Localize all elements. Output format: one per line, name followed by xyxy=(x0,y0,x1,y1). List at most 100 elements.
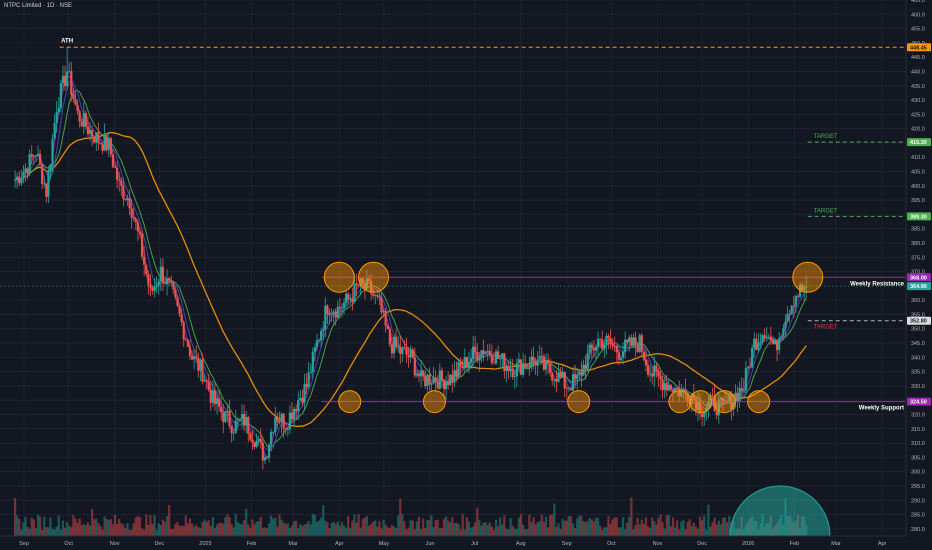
volume-bar xyxy=(155,529,158,536)
candle-body xyxy=(317,340,321,342)
candle-body xyxy=(594,346,598,351)
candle-body xyxy=(796,296,800,297)
volume-bar xyxy=(349,528,352,536)
candle-body xyxy=(619,357,623,360)
volume-bar xyxy=(590,519,593,536)
volume-bar xyxy=(195,524,198,536)
resistance-touch-circle xyxy=(357,261,389,293)
volume-bar xyxy=(563,520,566,536)
candle-body xyxy=(322,329,325,331)
candle-body xyxy=(276,417,279,422)
volume-bar xyxy=(18,518,21,536)
candle-body xyxy=(261,442,264,461)
volume-bar xyxy=(528,514,531,536)
volume-bar xyxy=(386,527,389,536)
volume-bar xyxy=(651,517,654,536)
volume-bar xyxy=(170,528,173,536)
volume-bar xyxy=(36,514,40,536)
volume-bar xyxy=(417,517,421,536)
time-tick-label: Mar xyxy=(288,541,298,547)
price-tick-label: 315.0 xyxy=(911,427,925,433)
volume-bar xyxy=(390,524,394,536)
volume-bar xyxy=(326,522,329,536)
candle-body xyxy=(694,398,698,411)
volume-bar xyxy=(38,516,42,536)
volume-bar xyxy=(436,519,439,536)
candle-body xyxy=(680,389,683,397)
volume-bar xyxy=(605,527,608,536)
price-tick-label: 435.0 xyxy=(911,84,925,90)
candle-body xyxy=(628,337,631,342)
candle-body xyxy=(461,366,464,369)
candle-body xyxy=(569,388,573,391)
volume-bar xyxy=(145,514,148,536)
volume-bar xyxy=(505,528,508,536)
candle-body xyxy=(109,138,112,155)
candle-body xyxy=(213,390,217,404)
volume-bar xyxy=(576,518,579,536)
support-touch-circle xyxy=(747,390,771,414)
price-tick-label: 455.0 xyxy=(911,27,925,33)
candle-body xyxy=(41,164,44,184)
volume-bar xyxy=(519,514,523,536)
candle-body xyxy=(803,287,806,291)
volume-bar xyxy=(409,520,412,536)
time-tick-label: Dec xyxy=(154,541,164,547)
symbol-title: NTPC Limited · 1D · NSE xyxy=(4,3,73,9)
price-axis[interactable]: 280.0 285.0 290.0 295.0 300.0 305.0 310.0 315.0… xyxy=(905,0,932,550)
volume-bar xyxy=(199,528,202,536)
candle-body xyxy=(222,412,225,423)
candle-body xyxy=(763,335,766,338)
candle-body xyxy=(251,439,254,443)
volume-bar xyxy=(63,527,67,536)
time-tick-label: Apr xyxy=(878,541,887,547)
volume-bar xyxy=(359,527,362,536)
candle-body xyxy=(780,336,783,338)
volume-bar xyxy=(101,529,104,536)
candle-body xyxy=(153,286,156,291)
volume-bar xyxy=(711,522,714,536)
candle-body xyxy=(565,388,568,389)
volume-bar xyxy=(494,519,498,536)
volume-bar xyxy=(315,521,319,536)
volume-bar xyxy=(661,522,664,536)
moving-average-line xyxy=(14,131,807,428)
volume-bar xyxy=(717,520,720,536)
volume-bar xyxy=(80,525,83,536)
time-tick-label: Sep xyxy=(19,541,29,547)
volume-bar xyxy=(59,529,62,536)
candle-body xyxy=(669,385,673,390)
time-axis-background xyxy=(0,536,932,550)
candle-body xyxy=(501,353,504,359)
volume-bar xyxy=(507,529,510,536)
price-tick-label: 300.0 xyxy=(911,470,925,476)
volume-bar xyxy=(488,522,491,536)
candle-body xyxy=(678,387,681,397)
price-tick-label: 355.0 xyxy=(911,312,925,318)
volume-bar xyxy=(511,525,514,536)
support-touch-circle xyxy=(338,390,362,414)
candle-body xyxy=(676,387,679,389)
candle-body xyxy=(161,266,165,283)
volume-bar xyxy=(671,517,675,536)
volume-bar xyxy=(532,517,535,536)
candle-body xyxy=(211,390,214,403)
candle-body xyxy=(467,362,471,368)
candle-body xyxy=(315,340,319,348)
candle-body xyxy=(95,132,98,143)
volume-bar xyxy=(609,524,612,536)
candle-body xyxy=(765,337,768,339)
candle-body xyxy=(728,393,731,403)
candle-body xyxy=(667,385,670,391)
volume-bar xyxy=(457,523,460,536)
volume-bar xyxy=(163,521,167,536)
volume-bar xyxy=(172,529,175,536)
volume-bar xyxy=(382,519,385,536)
volume-bar xyxy=(278,514,281,536)
volume-bar xyxy=(303,524,306,536)
candle-body xyxy=(215,398,219,404)
volume-bar xyxy=(584,521,587,536)
volume-bar xyxy=(143,529,146,536)
time-axis[interactable]: Sep Oct Nov Dec 2025 Feb Mar Apr May Jun Jul Aug Sep… xyxy=(0,535,932,550)
